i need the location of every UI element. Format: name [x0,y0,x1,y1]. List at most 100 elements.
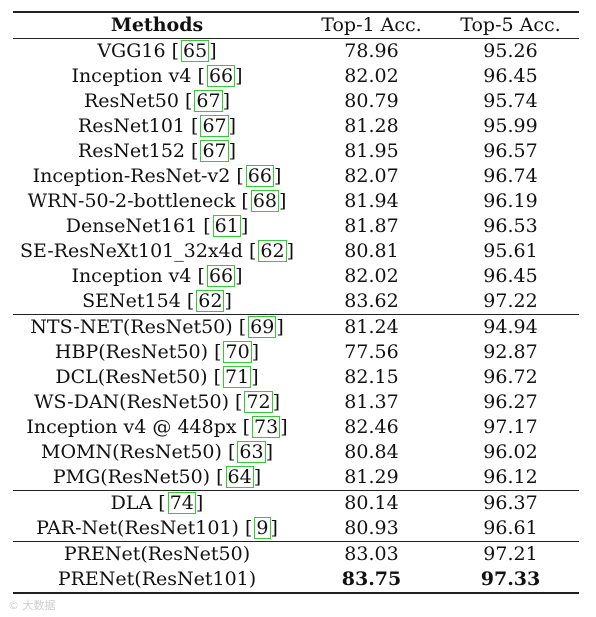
top1-cell: 80.93 [301,516,442,542]
top5-cell: 96.45 [483,265,538,287]
method-name: VGG16 [97,40,166,62]
citation-link[interactable]: 67 [200,140,229,162]
table-row: DenseNet161 [61] 81.87 96.53 [13,214,579,239]
top1-cell: 77.56 [344,341,399,363]
citation-link[interactable]: 72 [244,391,273,413]
citation-link[interactable]: 64 [225,466,254,488]
method-cell: NTS-NET(ResNet50) [69] [30,316,284,338]
table-row: MOMN(ResNet50) [63] 80.84 96.02 [13,440,579,465]
citation-link[interactable]: 74 [167,492,196,514]
citation-link[interactable]: 71 [223,366,252,388]
citation-link[interactable]: 61 [212,215,241,237]
citation-link[interactable]: 66 [206,65,236,87]
top5-cell: 96.12 [442,465,579,491]
table-row: SE-ResNeXt101_32x4d [62] 80.81 95.61 [13,239,579,264]
results-table: Methods Top-1 Acc. Top-5 Acc. VGG16 [65]… [13,11,579,594]
method-name: PAR-Net(ResNet101) [36,517,239,539]
top1-cell: 82.15 [344,366,399,388]
top5-cell: 96.19 [483,190,538,212]
table-row: HBP(ResNet50) [70] 77.56 92.87 [13,340,579,365]
top5-cell: 97.33 [442,567,579,594]
citation-link[interactable]: 9 [254,517,271,539]
top5-cell: 94.94 [483,316,538,338]
top1-cell: 83.03 [344,543,399,565]
top1-cell: 81.29 [301,465,442,491]
citation-link[interactable]: 66 [245,165,274,187]
method-name: DenseNet161 [65,215,198,237]
top1-cell: 81.28 [344,115,399,137]
method-name: PRENet(ResNet101) [57,568,257,590]
method-name: Inception-ResNet-v2 [32,165,231,187]
top1-cell: 82.46 [344,416,399,438]
top5-cell: 96.53 [483,215,538,237]
method-name: SENet154 [82,290,181,312]
method-cell: DLA [74] [110,492,204,514]
top1-cell: 82.02 [344,265,399,287]
table-body: VGG16 [65] 78.96 95.26 Inception v4 [66] 82.… [13,39,579,594]
top1-cell: 80.79 [344,90,399,112]
method-name: HBP(ResNet50) [54,341,209,363]
top1-cell: 82.02 [344,65,399,87]
table-row: DLA [74] 80.14 96.37 [13,491,579,517]
top5-cell: 95.61 [483,240,538,262]
top1-cell: 81.95 [344,140,399,162]
table-row: DCL(ResNet50) [71] 82.15 96.72 [13,365,579,390]
top5-cell: 97.17 [483,416,538,438]
table-row: ResNet50 [67] 80.79 95.74 [13,89,579,114]
method-cell: ResNet152 [67] [77,140,237,162]
citation-link[interactable]: 66 [206,265,236,287]
method-cell: Inception v4 [66] [71,65,243,87]
table-row: PRENet(ResNet50) 83.03 97.21 [13,542,579,568]
top1-cell: 83.75 [301,567,442,594]
top5-cell: 96.02 [483,441,538,463]
method-name: DLA [110,492,153,514]
method-cell: DCL(ResNet50) [71] [55,366,259,388]
method-cell: ResNet50 [67] [83,90,231,112]
citation-link[interactable]: 69 [248,316,277,338]
citation-link[interactable]: 70 [223,341,252,363]
top5-cell: 95.26 [483,40,538,62]
table-row: PMG(ResNet50) [64] 81.29 96.12 [13,465,579,491]
table-row: PRENet(ResNet101) 83.75 97.33 [13,567,579,594]
method-name: Inception v4 [71,65,192,87]
citation-link[interactable]: 63 [237,441,266,463]
top5-cell: 96.27 [483,391,538,413]
citation-link[interactable]: 62 [196,290,225,312]
header-top5: Top-5 Acc. [442,11,579,39]
method-name: DCL(ResNet50) [55,366,208,388]
top5-cell: 96.74 [483,165,538,187]
top5-cell: 97.22 [442,289,579,315]
method-name: PMG(ResNet50) [52,466,211,488]
citation-link[interactable]: 62 [258,240,287,262]
citation-link[interactable]: 73 [252,416,281,438]
citation-link[interactable]: 68 [250,190,280,212]
header-row: Methods Top-1 Acc. Top-5 Acc. [13,11,579,39]
table-row: ResNet101 [67] 81.28 95.99 [13,114,579,139]
method-cell: PAR-Net(ResNet101) [9] [13,516,301,542]
method-cell: ResNet101 [67] [77,115,237,137]
citation-link[interactable]: 67 [194,90,223,112]
top1-cell: 81.87 [344,215,399,237]
header-methods: Methods [13,11,301,39]
method-name: SE-ResNeXt101_32x4d [20,240,243,262]
method-name: ResNet50 [83,90,179,112]
table-row: NTS-NET(ResNet50) [69] 81.24 94.94 [13,315,579,341]
top1-cell: 78.96 [344,40,399,62]
table-row: WRN-50-2-bottleneck [68] 81.94 96.19 [13,189,579,214]
method-cell: HBP(ResNet50) [70] [54,341,260,363]
top1-cell: 80.84 [344,441,399,463]
header-top1: Top-1 Acc. [301,11,442,39]
citation-link[interactable]: 67 [200,115,229,137]
top5-cell: 96.72 [483,366,538,388]
method-name: NTS-NET(ResNet50) [30,316,233,338]
top5-cell: 96.37 [483,492,538,514]
method-name: Inception v4 [71,265,192,287]
top5-cell: 96.45 [483,65,538,87]
top1-cell: 81.94 [344,190,399,212]
table-row: VGG16 [65] 78.96 95.26 [13,39,579,65]
table-header: Methods Top-1 Acc. Top-5 Acc. [13,11,579,39]
citation-link[interactable]: 65 [181,40,210,62]
method-cell: PRENet(ResNet101) [13,567,301,594]
top1-cell: 80.14 [344,492,399,514]
method-cell: PRENet(ResNet50) [13,542,301,568]
